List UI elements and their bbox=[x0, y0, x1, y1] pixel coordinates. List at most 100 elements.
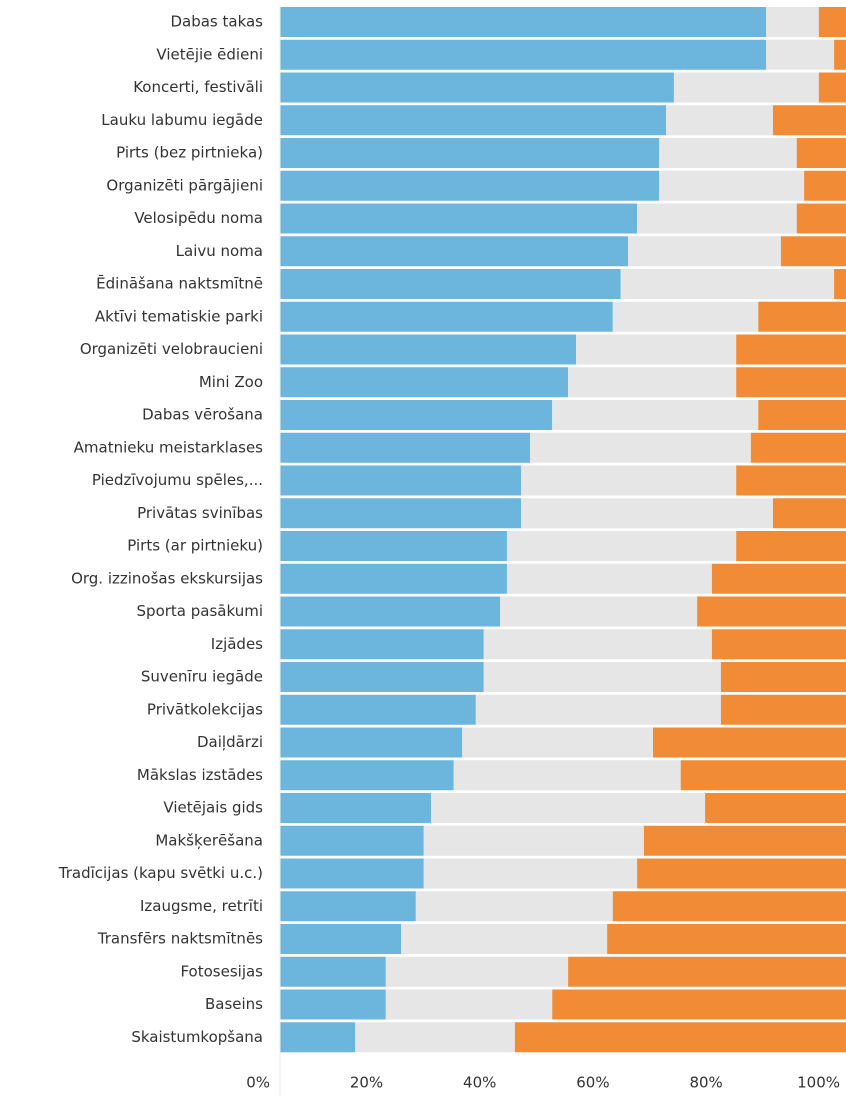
bar-segment bbox=[612, 891, 846, 922]
bar-segment bbox=[720, 694, 846, 725]
category-label: Makšķerēšana bbox=[155, 831, 263, 849]
bar-segment bbox=[280, 203, 638, 234]
category-label: Velosipēdu noma bbox=[134, 209, 263, 227]
bar-segment bbox=[628, 236, 781, 267]
bar-segment bbox=[355, 1022, 515, 1053]
bar-segment bbox=[552, 400, 759, 430]
category-label: Privātas svinības bbox=[137, 504, 263, 522]
bar-segment bbox=[750, 432, 846, 463]
category-label: Laivu noma bbox=[176, 242, 263, 260]
bar-segment bbox=[280, 694, 476, 725]
bar-segment bbox=[280, 400, 553, 430]
bar-segment bbox=[423, 858, 638, 889]
bar-segment bbox=[280, 924, 402, 954]
bar-segment bbox=[796, 138, 846, 168]
bar-segment bbox=[506, 531, 737, 561]
bar-segment bbox=[666, 105, 773, 136]
category-label: Amatnieku meistarklases bbox=[74, 438, 264, 456]
bar-segment bbox=[834, 39, 846, 70]
category-label: Org. izzinošas ekskursijas bbox=[71, 569, 263, 587]
bar-segment bbox=[280, 432, 531, 463]
category-label: Vietējie ēdieni bbox=[156, 45, 263, 63]
x-tick-label: 80% bbox=[689, 1074, 722, 1092]
bar-segment bbox=[521, 498, 773, 529]
bar-segment bbox=[659, 138, 797, 168]
bar-segment bbox=[720, 662, 846, 692]
bar-segment bbox=[280, 105, 667, 136]
category-label: Transfērs naktsmītnēs bbox=[97, 930, 263, 948]
bar-segment bbox=[280, 793, 432, 823]
bar-segment bbox=[514, 1022, 846, 1053]
bar-segment bbox=[818, 7, 846, 37]
bar-segment bbox=[475, 694, 721, 725]
bar-segment bbox=[280, 727, 463, 758]
category-label: Tradīcijas (kapu svētki u.c.) bbox=[58, 864, 263, 882]
bar-segment bbox=[280, 7, 767, 37]
bar-segment bbox=[766, 7, 819, 37]
bar-segment bbox=[280, 39, 767, 70]
bar-segment bbox=[280, 662, 484, 692]
bar-segment bbox=[818, 72, 846, 103]
bar-segment bbox=[568, 367, 737, 398]
bar-segment bbox=[280, 956, 386, 987]
bar-segment bbox=[385, 989, 553, 1020]
bar-segment bbox=[280, 531, 507, 561]
bar-segment bbox=[483, 629, 712, 660]
category-label: Fotosesijas bbox=[180, 962, 263, 980]
bar-segment bbox=[401, 924, 608, 954]
category-label: Pirts (bez pirtnieka) bbox=[116, 144, 263, 162]
bar-segment bbox=[607, 924, 846, 954]
bar-segment bbox=[643, 825, 846, 856]
bar-segment bbox=[280, 334, 577, 365]
bar-segment bbox=[280, 596, 501, 627]
bar-segment bbox=[415, 891, 613, 922]
category-label: Izaugsme, retrīti bbox=[140, 897, 263, 915]
bar-segment bbox=[280, 760, 454, 791]
category-label: Organizēti velobraucieni bbox=[80, 340, 263, 358]
bar-segment bbox=[758, 400, 846, 430]
bar-segment bbox=[462, 727, 653, 758]
bar-segment bbox=[530, 432, 751, 463]
bar-segment bbox=[673, 72, 819, 103]
bar-segment bbox=[736, 531, 846, 561]
bar-segment bbox=[280, 72, 674, 103]
x-tick-label: 60% bbox=[576, 1074, 609, 1092]
bar-segment bbox=[796, 203, 846, 234]
category-label: Pirts (ar pirtnieku) bbox=[127, 537, 263, 555]
category-label: Daiļdārzi bbox=[197, 733, 263, 751]
bar-segment bbox=[711, 629, 846, 660]
bar-segment bbox=[736, 367, 846, 398]
bar-segment bbox=[804, 170, 846, 201]
bar-segment bbox=[552, 989, 846, 1020]
bar-segment bbox=[280, 891, 416, 922]
bar-segment bbox=[280, 858, 424, 889]
bar-segment bbox=[637, 858, 846, 889]
bar-segment bbox=[612, 301, 759, 332]
x-tick-label: 20% bbox=[350, 1074, 383, 1092]
bar-segment bbox=[483, 662, 721, 692]
category-label: Skaistumkopšana bbox=[131, 1028, 263, 1046]
category-label: Izjādes bbox=[211, 635, 263, 653]
bar-segment bbox=[280, 498, 522, 529]
category-label: Mini Zoo bbox=[199, 373, 263, 391]
bar-segment bbox=[834, 269, 846, 299]
category-label: Baseins bbox=[205, 995, 263, 1013]
bar-segment bbox=[697, 596, 846, 627]
bar-segment bbox=[568, 956, 846, 987]
bar-segment bbox=[680, 760, 846, 791]
bar-segment bbox=[772, 498, 846, 529]
bar-segment bbox=[780, 236, 846, 267]
x-tick-label: 40% bbox=[463, 1074, 496, 1092]
bar-segment bbox=[766, 39, 835, 70]
bar-segment bbox=[280, 629, 484, 660]
x-tick-label: 0% bbox=[246, 1074, 270, 1092]
bar-segment bbox=[385, 956, 569, 987]
bar-segment bbox=[280, 269, 621, 299]
bar-segment bbox=[423, 825, 644, 856]
bar-segment bbox=[453, 760, 681, 791]
category-label: Sporta pasākumi bbox=[137, 602, 263, 620]
bar-segment bbox=[711, 563, 846, 594]
bar-segment bbox=[280, 1022, 356, 1053]
category-label: Dabas takas bbox=[170, 13, 263, 31]
bar-segment bbox=[280, 563, 507, 594]
